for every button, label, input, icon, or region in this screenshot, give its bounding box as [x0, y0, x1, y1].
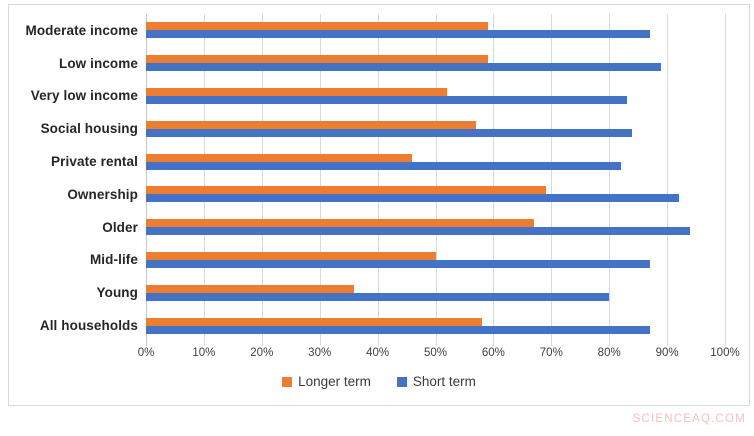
bar-group-moderate-income: [146, 22, 650, 39]
category-label-very-low-income: Very low income: [30, 88, 138, 104]
bar-group-very-low-income: [146, 88, 627, 104]
legend-label: Longer term: [298, 374, 371, 389]
bar-group-young: [146, 284, 610, 301]
category-label-young: Young: [96, 285, 138, 301]
bar-short-term-older: [146, 227, 691, 236]
bar-short-term-ownership: [146, 194, 679, 203]
x-tick-label: 20%: [250, 347, 274, 359]
x-tick-label: 10%: [192, 347, 216, 359]
bar-longer-term-private-rental: [146, 153, 413, 162]
category-label-social-housing: Social housing: [40, 121, 138, 137]
bar-group-private-rental: [146, 153, 621, 170]
category-label-older: Older: [102, 219, 138, 235]
category-label-ownership: Ownership: [67, 186, 138, 202]
gridline: [377, 14, 379, 346]
x-tick-label: 100%: [710, 347, 740, 359]
bar-short-term-all-households: [146, 325, 650, 334]
bar-short-term-moderate-income: [146, 30, 650, 39]
bar-short-term-mid-life: [146, 260, 650, 268]
legend-swatch-longer-term: [282, 376, 293, 387]
category-label-moderate-income: Moderate income: [25, 22, 138, 38]
bar-short-term-low-income: [146, 63, 662, 72]
gridline: [667, 14, 669, 346]
bar-longer-term-mid-life: [146, 252, 436, 260]
bar-group-all-households: [146, 317, 650, 334]
bar-longer-term-older: [146, 219, 534, 228]
x-tick-label: 90%: [655, 347, 679, 359]
bar-group-mid-life: [146, 252, 650, 268]
x-tick-label: 30%: [308, 347, 332, 359]
gridline: [609, 14, 611, 346]
bar-longer-term-moderate-income: [146, 22, 488, 31]
legend-swatch-short-term: [396, 376, 407, 387]
gridline: [319, 14, 321, 346]
gridline: [493, 14, 495, 346]
bar-longer-term-low-income: [146, 55, 488, 64]
x-tick-label: 0%: [137, 347, 155, 359]
plot-area: [146, 14, 726, 346]
bar-group-social-housing: [146, 120, 633, 137]
bar-longer-term-ownership: [146, 186, 546, 195]
x-tick-label: 40%: [366, 347, 390, 359]
legend-item-short-term: Short term: [396, 374, 476, 389]
gridline: [725, 14, 726, 346]
category-label-low-income: Low income: [58, 55, 138, 71]
legend-label: Short term: [412, 374, 476, 389]
bar-longer-term-young: [146, 284, 355, 293]
legend: Longer term Short term: [8, 374, 750, 389]
bar-short-term-young: [146, 292, 610, 301]
y-axis-line: [146, 14, 147, 346]
gridline: [203, 14, 205, 346]
x-tick-label: 70%: [539, 347, 563, 359]
bar-longer-term-social-housing: [146, 120, 477, 129]
x-tick-label: 50%: [423, 347, 448, 359]
x-tick-label: 60%: [481, 347, 505, 359]
bar-longer-term-very-low-income: [146, 88, 448, 96]
category-label-private-rental: Private rental: [51, 154, 138, 170]
bar-longer-term-all-households: [146, 317, 482, 326]
category-label-mid-life: Mid-life: [89, 252, 138, 268]
bar-group-low-income: [146, 55, 662, 72]
gridline: [261, 14, 263, 346]
legend-item-longer-term: Longer term: [282, 374, 371, 389]
gridline: [435, 14, 437, 346]
category-label-all-households: All households: [39, 318, 138, 334]
x-tick-label: 80%: [597, 347, 621, 359]
bar-short-term-very-low-income: [146, 96, 627, 104]
bar-short-term-private-rental: [146, 161, 621, 170]
gridline: [551, 14, 553, 346]
bar-group-older: [146, 219, 691, 236]
bar-group-ownership: [146, 186, 679, 203]
bar-short-term-social-housing: [146, 128, 633, 137]
watermark: SCIENCEAQ.COM: [632, 413, 746, 425]
